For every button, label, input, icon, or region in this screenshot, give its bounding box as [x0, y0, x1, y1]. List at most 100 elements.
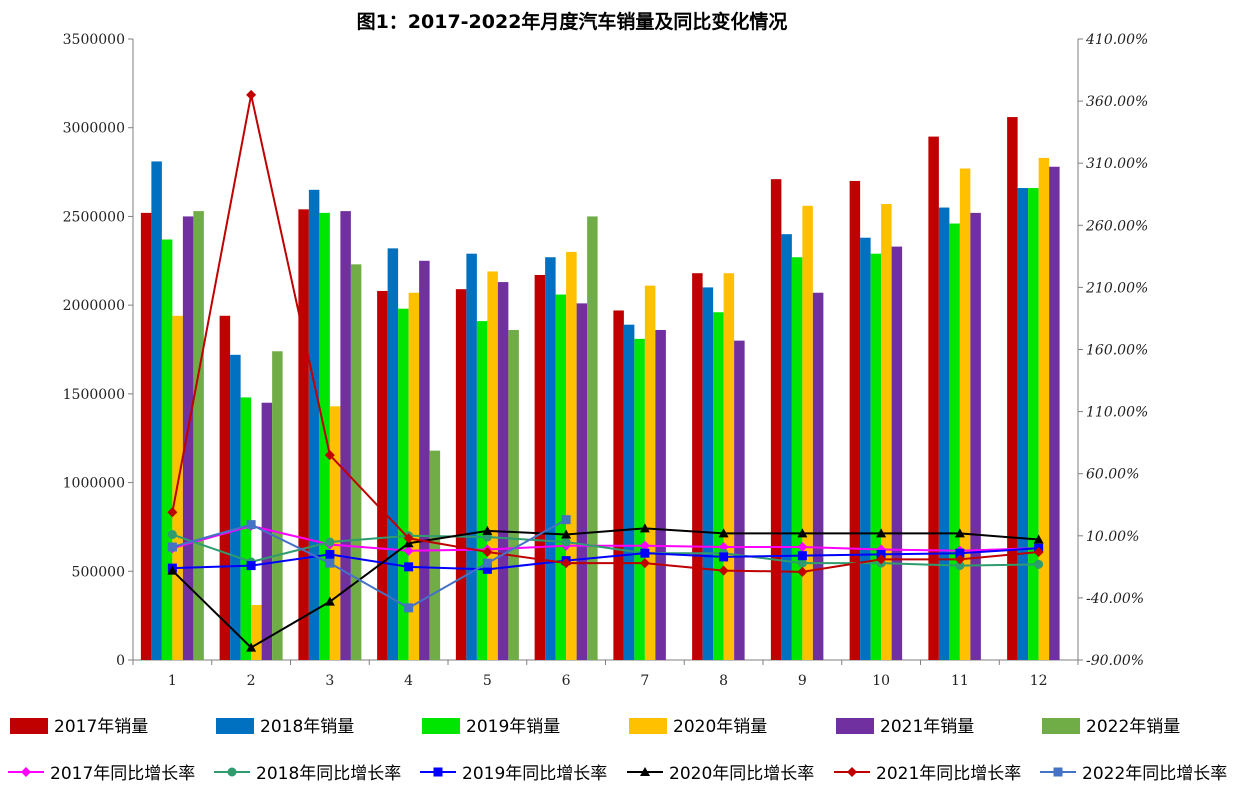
x-tick-label: 4 [404, 673, 413, 689]
line-point [954, 554, 965, 565]
bar [545, 257, 556, 660]
series-line [171, 94, 1039, 573]
legend: 2017年销量 2018年销量 2019年销量 2020年销量 2021年销量 2022年… [8, 717, 1227, 784]
line-point [246, 89, 257, 100]
legend-marker [227, 767, 237, 777]
line-point [955, 548, 965, 558]
bar [219, 315, 231, 660]
bar [329, 406, 341, 660]
axes: 0 500000 1000000 1500000 2000000 2500000 30000… [63, 32, 1149, 689]
right-tick-label: -40.00% [1086, 591, 1144, 607]
bar [734, 340, 745, 660]
bars-layer [140, 117, 1060, 661]
bar [791, 257, 803, 660]
bar [555, 294, 567, 660]
line-point [404, 603, 414, 613]
right-tick-label: 260.00% [1085, 218, 1148, 234]
line-point [955, 561, 965, 571]
bar [308, 189, 320, 661]
left-tick-label: 500000 [72, 564, 125, 580]
legend-label: 2019年销量 [466, 717, 560, 737]
line-point [797, 551, 807, 561]
bar [455, 289, 467, 660]
x-tick-label: 2 [247, 673, 256, 689]
bar [849, 180, 861, 660]
line-point [876, 554, 887, 565]
right-tick-label: 10.00% [1086, 529, 1139, 545]
x-tick-label: 6 [562, 673, 571, 689]
bar [949, 223, 960, 661]
legend-marker [21, 767, 31, 777]
right-tick-label: -90.00% [1086, 653, 1144, 669]
legend-label: 2019年同比增长率 [462, 764, 607, 784]
bar [692, 273, 703, 660]
left-tick-label: 2000000 [63, 298, 125, 314]
line-point [482, 564, 492, 574]
legend-marker [847, 767, 857, 777]
bar [508, 329, 519, 660]
legend-label: 2018年销量 [260, 717, 354, 737]
bar [497, 282, 509, 660]
line-point [797, 558, 807, 568]
bar [959, 168, 971, 660]
left-tick-label: 1000000 [63, 476, 125, 492]
line-point [246, 520, 256, 530]
x-tick-label: 7 [640, 673, 649, 689]
line-point [167, 565, 178, 575]
legend-label: 2021年同比增长率 [876, 764, 1021, 784]
left-tick-label: 3000000 [63, 121, 125, 137]
legend-marker [640, 767, 650, 776]
x-tick-label: 1 [168, 673, 177, 689]
bar [1038, 157, 1050, 660]
bar [1049, 166, 1060, 660]
left-tick-label: 2500000 [63, 209, 125, 225]
right-tick-label: 110.00% [1086, 405, 1148, 421]
bar [587, 216, 598, 660]
bar [870, 253, 882, 660]
bar [623, 324, 635, 660]
bar [723, 273, 735, 660]
line-point [167, 530, 177, 540]
x-tick-label: 11 [951, 673, 969, 689]
line-point [718, 528, 729, 538]
line-point [246, 642, 257, 652]
bar [398, 308, 409, 660]
legend-label: 2018年同比增长率 [256, 764, 401, 784]
bar [419, 260, 430, 660]
line-point [167, 542, 177, 552]
legend-label: 2022年同比增长率 [1082, 764, 1227, 784]
bar [881, 204, 892, 660]
legend-marker [433, 767, 443, 777]
line-point [639, 558, 650, 569]
bar [634, 338, 645, 660]
line-point [167, 507, 178, 518]
bar [534, 274, 546, 660]
line-point [325, 549, 335, 559]
line-point [403, 533, 414, 544]
x-tick-label: 12 [1030, 673, 1048, 689]
bar [1017, 188, 1029, 661]
bar [487, 271, 498, 660]
series-line [172, 518, 567, 609]
bar [938, 207, 950, 661]
line-point [954, 528, 965, 538]
chart-title: 图1：2017-2022年月度汽车销量及同比变化情况 [357, 10, 788, 33]
bar [140, 212, 152, 660]
bar [970, 212, 981, 660]
bar [770, 179, 782, 660]
x-tick-label: 5 [483, 673, 492, 689]
line-point [718, 565, 729, 576]
line-point [640, 548, 650, 558]
bar [298, 209, 309, 660]
left-tick-label: 3500000 [63, 32, 125, 48]
left-tick-label: 1500000 [63, 387, 125, 403]
bar [713, 312, 724, 660]
bar [1028, 188, 1039, 661]
bar [928, 136, 939, 661]
bar [151, 161, 162, 660]
bar [566, 251, 577, 660]
x-tick-label: 3 [325, 673, 334, 689]
right-tick-label: 60.00% [1086, 467, 1139, 483]
bar [429, 450, 441, 660]
